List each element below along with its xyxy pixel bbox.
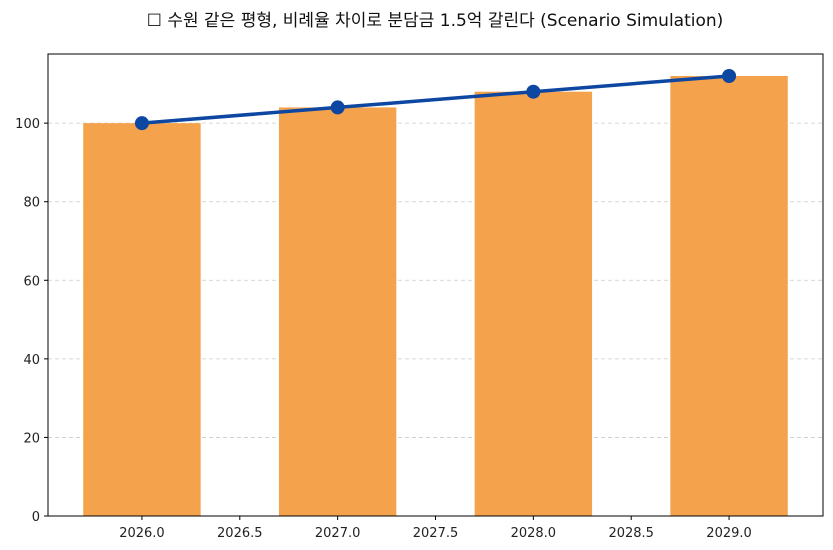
line-series <box>134 69 737 131</box>
bars <box>83 76 788 517</box>
x-tick-label: 2029.0 <box>706 526 752 541</box>
x-axis: 2026.0 2026.5 2027.0 2027.5 2028.0 2028.5 2029… <box>119 516 752 541</box>
bar <box>83 123 201 517</box>
line-path <box>141 74 730 125</box>
bar <box>474 91 593 516</box>
line-marker <box>526 84 541 99</box>
y-tick-label: 60 <box>23 274 40 289</box>
y-tick-label: 100 <box>15 117 40 132</box>
bar <box>278 107 397 516</box>
line-marker <box>134 116 149 131</box>
x-tick-label: 2027.0 <box>315 526 361 541</box>
line-marker <box>722 69 737 83</box>
line-marker <box>330 100 345 115</box>
y-tick-label: 80 <box>23 196 40 211</box>
y-tick-label: 40 <box>23 353 40 368</box>
x-tick-label: 2028.5 <box>608 526 654 541</box>
x-tick-label: 2026.0 <box>119 526 165 541</box>
y-tick-label: 0 <box>32 510 40 525</box>
y-tick-label: 20 <box>23 431 40 446</box>
bar <box>670 76 788 516</box>
x-tick-label: 2026.5 <box>217 526 263 541</box>
y-axis: 0 20 40 60 80 100 <box>15 117 48 525</box>
x-tick-label: 2027.5 <box>413 526 459 541</box>
chart-title: ☐ 수원 같은 평형, 비례율 차이로 분담금 1.5억 갈린다 (Scenar… <box>147 11 724 31</box>
x-tick-label: 2028.0 <box>511 526 557 541</box>
